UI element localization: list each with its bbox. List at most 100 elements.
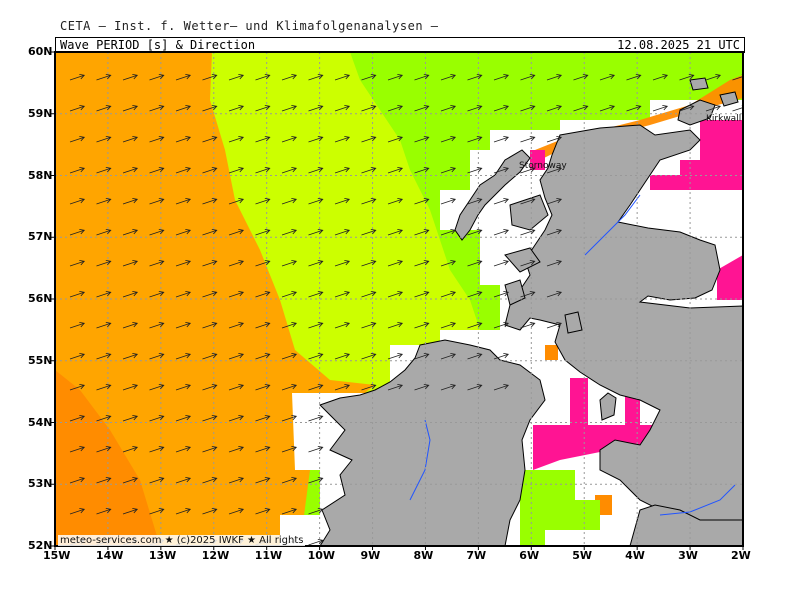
wave-arrow [255, 383, 271, 391]
wave-arrow [175, 197, 192, 205]
y-tick-label: 52N [28, 539, 53, 552]
wave-arrow [361, 197, 377, 205]
wave-arrow [387, 259, 404, 267]
footer-credit: meteo-services.com ★ (c)2025 IWKF ★ All … [58, 535, 306, 546]
wave-arrow [361, 73, 377, 81]
wave-arrow [334, 321, 351, 329]
wave-arrow [202, 228, 218, 236]
place-stornoway: Stornoway [519, 161, 567, 171]
graticule [55, 52, 743, 546]
wave-arrow [308, 476, 324, 484]
wave-arrow [69, 166, 86, 174]
wave-arrow [414, 228, 430, 236]
wave-arrow [149, 73, 165, 81]
wave-arrow [679, 104, 695, 112]
wave-arrow [175, 414, 192, 422]
wave-arrow [546, 73, 563, 81]
wave-arrow [440, 166, 457, 174]
wave-arrow [149, 476, 165, 484]
wave-direction-arrows [69, 73, 743, 546]
wave-arrow [255, 228, 271, 236]
wave-arrow [175, 507, 192, 515]
wave-arrow [202, 383, 218, 391]
wave-arrow [69, 321, 86, 329]
wave-arrow [599, 104, 616, 112]
wave-arrow [387, 352, 404, 360]
wave-arrow [414, 259, 430, 267]
wave-arrow [546, 259, 563, 267]
wave-arrow [546, 321, 563, 329]
wave-arrow [546, 290, 563, 298]
wave-arrow [281, 352, 298, 360]
wave-arrow [122, 104, 139, 112]
wave-arrow [546, 104, 563, 112]
wave-arrow [440, 352, 457, 360]
wave-arrow [175, 104, 192, 112]
orange-irish-sea [545, 345, 612, 515]
wave-arrow [467, 321, 483, 329]
wave-arrow [122, 414, 139, 422]
wave-arrow [626, 104, 642, 112]
wave-arrow [175, 228, 192, 236]
wave-arrow [361, 259, 377, 267]
wave-arrow [652, 73, 669, 81]
wave-arrow [281, 104, 298, 112]
wave-arrow [202, 135, 218, 143]
wave-arrow [228, 166, 245, 174]
wave-arrow [652, 104, 669, 112]
wave-arrow [175, 383, 192, 391]
wave-arrow [175, 476, 192, 484]
wave-arrow [467, 383, 483, 391]
wave-arrow [414, 104, 430, 112]
wave-arrow [96, 135, 112, 143]
wave-arrow [228, 476, 245, 484]
wave-arrow [414, 383, 430, 391]
wave-arrow [255, 352, 271, 360]
wave-arrow [308, 73, 324, 81]
wave-arrow [281, 383, 298, 391]
wave-arrow [96, 507, 112, 515]
wave-arrow [228, 445, 245, 453]
wave-arrow [96, 476, 112, 484]
wave-arrow [228, 321, 245, 329]
wave-arrow [467, 104, 483, 112]
wave-arrow [308, 321, 324, 329]
wave-arrow [228, 259, 245, 267]
wave-arrow [361, 228, 377, 236]
wave-arrow [281, 259, 298, 267]
y-tick-label: 54N [28, 415, 53, 429]
wave-arrow [467, 135, 483, 143]
x-tick-label: 7W [466, 549, 487, 562]
wave-arrow [414, 197, 430, 205]
wave-arrow [69, 73, 86, 81]
wave-arrow [175, 73, 192, 81]
wave-arrow [202, 445, 218, 453]
land-arran [564, 311, 583, 334]
wave-arrow [308, 135, 324, 143]
wave-arrow [255, 321, 271, 329]
product-title: Wave PERIOD [s] & Direction [60, 38, 256, 52]
wave-arrow [414, 166, 430, 174]
wave-arrow [69, 228, 86, 236]
wave-arrow [175, 166, 192, 174]
wave-arrow [361, 166, 377, 174]
wave-arrow [175, 259, 192, 267]
wave-arrow [387, 290, 404, 298]
wave-arrow [202, 259, 218, 267]
wave-arrow [308, 445, 324, 453]
wave-arrow [255, 445, 271, 453]
wave-arrow [202, 507, 218, 515]
wave-arrow [520, 321, 536, 329]
wave-arrow [467, 352, 483, 360]
wave-arrow [96, 166, 112, 174]
wave-arrow [520, 104, 536, 112]
wave-arrow [122, 352, 139, 360]
wave-arrow [414, 135, 430, 143]
wave-arrow [228, 383, 245, 391]
land-isle-of-man [599, 392, 617, 421]
wave-arrow [122, 476, 139, 484]
y-tick-label: 57N [28, 230, 53, 244]
wave-arrow [493, 228, 510, 236]
wave-arrow [202, 104, 218, 112]
